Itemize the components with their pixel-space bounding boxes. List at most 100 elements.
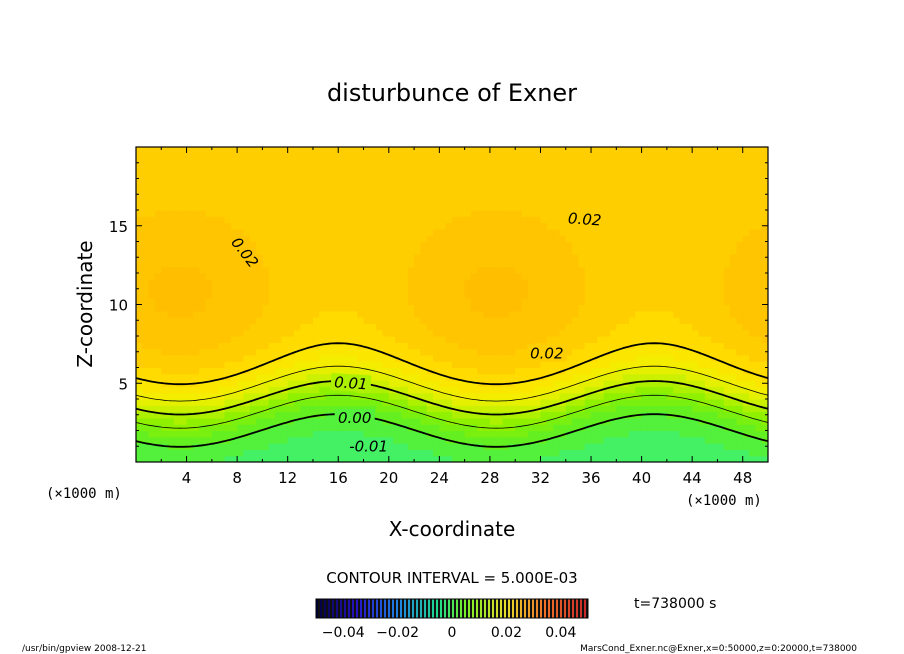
field-cell (325, 304, 333, 312)
field-cell (331, 323, 339, 331)
field-cell (142, 216, 150, 224)
field-cell (591, 235, 598, 243)
field-cell (363, 254, 371, 261)
field-cell (382, 172, 390, 180)
field-cell (666, 367, 674, 375)
field-cell (515, 228, 523, 236)
field-cell (148, 411, 156, 419)
field-cell (692, 197, 700, 205)
field-cell (306, 310, 314, 318)
field-cell (445, 285, 453, 293)
field-cell (388, 361, 396, 369)
field-cell (647, 455, 655, 462)
field-cell (527, 298, 535, 306)
field-cell (154, 210, 162, 217)
field-cell (180, 172, 188, 180)
field-cell (534, 273, 542, 280)
field-cell (730, 159, 737, 167)
field-cell (224, 430, 232, 438)
field-cell (730, 210, 737, 217)
field-cell (496, 455, 504, 462)
field-cell (578, 367, 586, 375)
field-cell (635, 405, 643, 413)
field-cell (262, 241, 270, 249)
field-cell (698, 348, 706, 356)
field-cell (439, 165, 447, 173)
field-cell (199, 285, 207, 293)
field-cell (622, 455, 630, 462)
field-cell (395, 392, 403, 400)
field-cell (496, 273, 504, 280)
field-cell (205, 184, 213, 192)
field-cell (660, 430, 668, 438)
field-cell (325, 266, 333, 274)
field-cell (312, 184, 320, 192)
field-cell (414, 273, 421, 280)
field-cell (382, 273, 390, 280)
field-cell (401, 172, 409, 180)
field-cell (287, 235, 295, 243)
field-cell (742, 329, 750, 337)
field-cell (654, 291, 662, 299)
field-cell (439, 254, 447, 261)
field-cell (470, 216, 478, 224)
field-cell (249, 386, 257, 394)
field-cell (319, 399, 327, 406)
field-cell (483, 386, 491, 394)
field-cell (136, 304, 143, 312)
field-cell (211, 304, 219, 312)
field-cell (312, 153, 320, 161)
field-cell (742, 285, 750, 293)
field-cell (597, 417, 605, 425)
field-cell (502, 159, 510, 167)
field-cell (749, 361, 756, 369)
field-cell (211, 367, 219, 375)
field-cell (559, 191, 567, 198)
field-cell (584, 266, 592, 274)
field-cell (433, 342, 440, 350)
field-cell (249, 348, 257, 356)
field-cell (262, 329, 270, 337)
field-cell (142, 424, 150, 432)
field-cell (559, 336, 567, 343)
field-cell (167, 203, 175, 211)
field-cell (610, 411, 617, 419)
field-cell (553, 405, 561, 413)
field-cell (603, 273, 611, 280)
field-cell (717, 291, 725, 299)
field-cell (559, 247, 567, 255)
field-cell (319, 361, 327, 369)
field-cell (294, 184, 301, 192)
field-cell (357, 323, 365, 331)
field-cell (262, 411, 270, 419)
field-cell (249, 424, 257, 432)
field-cell (161, 241, 169, 249)
field-cell (262, 254, 270, 261)
field-cell (723, 310, 731, 318)
field-cell (622, 304, 630, 312)
field-cell (641, 354, 649, 362)
field-cell (300, 291, 308, 299)
field-cell (711, 399, 719, 406)
field-cell (717, 430, 725, 438)
field-cell (540, 367, 548, 375)
field-cell (275, 178, 282, 186)
field-cell (698, 443, 706, 450)
field-cell (730, 178, 737, 186)
field-cell (230, 285, 238, 293)
field-cell (186, 367, 194, 375)
field-cell (761, 216, 768, 224)
field-cell (749, 247, 756, 255)
field-cell (294, 411, 301, 419)
field-cell (749, 210, 756, 217)
field-cell (685, 273, 693, 280)
field-cell (704, 436, 712, 444)
field-cell (489, 222, 497, 230)
field-cell (167, 266, 175, 274)
field-cell (584, 260, 592, 268)
field-cell (319, 317, 327, 324)
field-cell (439, 317, 447, 324)
field-cell (654, 241, 662, 249)
field-cell (635, 323, 643, 331)
field-cell (553, 392, 561, 400)
